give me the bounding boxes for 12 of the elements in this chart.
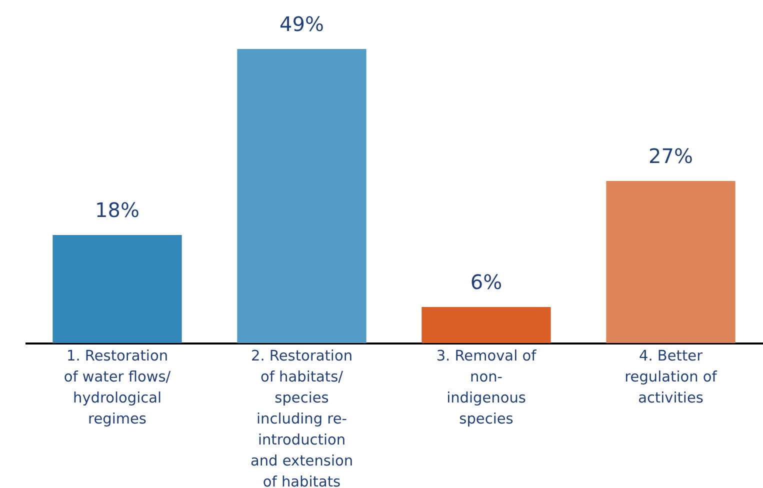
bar (52, 235, 182, 343)
data-label: 18% (95, 198, 140, 222)
data-label: 6% (470, 270, 502, 294)
x-tick-label: 2. Restoration of habitats/ species including re- introduction and extension of habitats (250, 348, 354, 488)
data-label: 49% (280, 12, 324, 36)
x-tick-label: 4. Better regulation of activities (624, 348, 718, 406)
bar (422, 307, 551, 343)
data-label: 27% (648, 144, 693, 168)
x-tick-label: 3. Removal of non- indigenous species (436, 348, 538, 428)
bar (606, 181, 736, 343)
bar (237, 49, 366, 343)
x-tick-label: 1. Restoration of water flows/ hydrological regimes (64, 348, 171, 428)
